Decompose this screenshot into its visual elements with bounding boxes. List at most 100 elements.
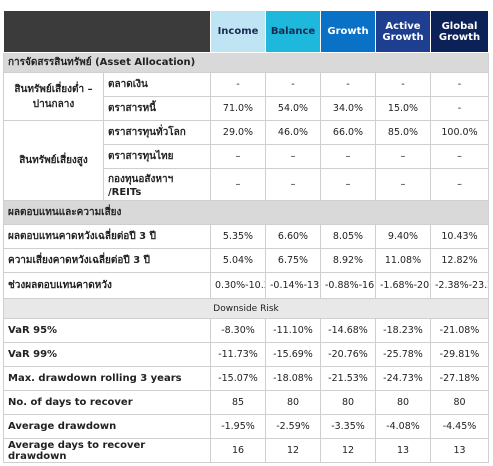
- value-cell: 85: [210, 390, 266, 415]
- value-cell: -1.68%-20.48%: [375, 272, 431, 299]
- value-cell: -0.88%-16.97%: [320, 272, 376, 299]
- header-blank: [3, 10, 211, 53]
- value-cell: 9.40%: [375, 224, 431, 249]
- table-row: VaR 99% -11.73% -15.69% -20.76% -25.78% -29.8…: [3, 342, 489, 367]
- value-cell: -18.23%: [375, 318, 431, 343]
- value-cell: 13: [430, 438, 489, 463]
- value-cell: -8.30%: [210, 318, 266, 343]
- value-cell: -15.07%: [210, 366, 266, 391]
- table-row: No. of days to recover 85 80 80 80 80: [3, 390, 489, 415]
- value-cell: 12.82%: [430, 248, 489, 273]
- value-cell: -0.14%-13.35%: [265, 272, 321, 299]
- value-cell: –: [375, 168, 431, 201]
- row-label: Average days to recover drawdown: [3, 438, 211, 463]
- value-cell: 8.05%: [320, 224, 376, 249]
- column-header: Global Growth: [430, 10, 489, 53]
- value-cell: –: [210, 168, 266, 201]
- value-cell: –: [265, 144, 321, 169]
- value-cell: 6.60%: [265, 224, 321, 249]
- section-title: Downside Risk: [3, 298, 489, 319]
- value-cell: –: [265, 168, 321, 201]
- table-row: ช่วงผลตอบแทนคาดหวัง0.30%-10.39%-0.14%-13…: [3, 272, 489, 299]
- table-row: สินทรัพย์เสี่ยงต่ำ –ปานกลาง ตลาดเงิน - - - - -: [3, 72, 489, 121]
- value-cell: –: [320, 144, 376, 169]
- value-cell: 0.30%-10.39%: [210, 272, 266, 299]
- allocation-table: Income Balance Growth Active Growth Global G…: [3, 10, 489, 463]
- value-cell: 80: [265, 390, 321, 415]
- row-label: VaR 99%: [3, 342, 211, 367]
- value-cell: 80: [430, 390, 489, 415]
- value-cell: -11.10%: [265, 318, 321, 343]
- value-cell: –: [320, 168, 376, 201]
- column-header: Income: [210, 10, 266, 53]
- value-cell: -2.38%-23.25%: [430, 272, 489, 299]
- value-cell: 71.0%: [210, 96, 266, 121]
- value-cell: -29.81%: [430, 342, 489, 367]
- row-label: ตราสารหนี้: [103, 96, 211, 121]
- row-label: ตราสารทุนไทย: [103, 144, 211, 169]
- value-cell: -: [375, 72, 431, 97]
- table-row: ผลตอบแทนและความเสี่ยง: [3, 200, 489, 225]
- row-label: กองทุนอสังหาฯ /REITs: [103, 168, 211, 201]
- value-cell: 66.0%: [320, 120, 376, 145]
- group-label: สินทรัพย์เสี่ยงต่ำ –ปานกลาง: [3, 72, 104, 121]
- value-cell: -21.08%: [430, 318, 489, 343]
- row-label: ตราสารทุนทั่วโลก: [103, 120, 211, 145]
- value-cell: 11.08%: [375, 248, 431, 273]
- value-cell: 80: [320, 390, 376, 415]
- value-cell: 13: [375, 438, 431, 463]
- table-row: Average drawdown -1.95% -2.59% -3.35% -4.08%…: [3, 414, 489, 439]
- value-cell: 12: [265, 438, 321, 463]
- value-cell: -21.53%: [320, 366, 376, 391]
- value-cell: –: [430, 144, 489, 169]
- row-label: ผลตอบแทนคาดหวังเฉลี่ยต่อปี 3 ปี: [3, 224, 211, 249]
- value-cell: 12: [320, 438, 376, 463]
- value-cell: -: [430, 72, 489, 97]
- row-label: VaR 95%: [3, 318, 211, 343]
- value-cell: -4.45%: [430, 414, 489, 439]
- value-cell: -3.35%: [320, 414, 376, 439]
- column-header: Growth: [320, 10, 376, 53]
- table-body: Income Balance Growth Active Growth Global G…: [3, 10, 489, 463]
- table-row: ความเสี่ยงคาดหวังเฉลี่ยต่อปี 3 ปี 5.04% 6.…: [3, 248, 489, 273]
- row-label: ความเสี่ยงคาดหวังเฉลี่ยต่อปี 3 ปี: [3, 248, 211, 273]
- value-cell: –: [430, 168, 489, 201]
- value-cell: -27.18%: [430, 366, 489, 391]
- table-row: ผลตอบแทนคาดหวังเฉลี่ยต่อปี 3 ปี 5.35% 6.60…: [3, 224, 489, 249]
- value-cell: 85.0%: [375, 120, 431, 145]
- group-label: สินทรัพย์เสี่ยงสูง: [3, 120, 104, 201]
- value-cell: 29.0%: [210, 120, 266, 145]
- value-cell: 5.04%: [210, 248, 266, 273]
- table-row: VaR 95% -8.30% -11.10% -14.68% -18.23% -21.08…: [3, 318, 489, 343]
- value-cell: -15.69%: [265, 342, 321, 367]
- value-cell: 80: [375, 390, 431, 415]
- section-title: ผลตอบแทนและความเสี่ยง: [3, 200, 489, 225]
- table-row: สินทรัพย์เสี่ยงสูง ตราสารทุนทั่วโลก 29.0% 4…: [3, 120, 489, 201]
- value-cell: -1.95%: [210, 414, 266, 439]
- value-cell: -4.08%: [375, 414, 431, 439]
- value-cell: 34.0%: [320, 96, 376, 121]
- row-label: Average drawdown: [3, 414, 211, 439]
- value-cell: -18.08%: [265, 366, 321, 391]
- value-cell: 8.92%: [320, 248, 376, 273]
- value-cell: -: [210, 72, 266, 97]
- table-row: ตราสารหนี้ 71.0% 54.0% 34.0% 15.0% -: [4, 96, 489, 121]
- row-label: ช่วงผลตอบแทนคาดหวัง: [3, 272, 211, 299]
- value-cell: -20.76%: [320, 342, 376, 367]
- value-cell: 6.75%: [265, 248, 321, 273]
- value-cell: –: [375, 144, 431, 169]
- column-header: Balance: [265, 10, 321, 53]
- value-cell: 10.43%: [430, 224, 489, 249]
- row-label: Max. drawdown rolling 3 years: [3, 366, 211, 391]
- column-header: Active Growth: [375, 10, 431, 53]
- value-cell: –: [210, 144, 266, 169]
- value-cell: 46.0%: [265, 120, 321, 145]
- table-row: Downside Risk: [3, 298, 489, 319]
- value-cell: -14.68%: [320, 318, 376, 343]
- section-title: การจัดสรรสินทรัพย์ (Asset Allocation): [3, 52, 489, 73]
- value-cell: 5.35%: [210, 224, 266, 249]
- table-row: กองทุนอสังหาฯ /REITs – – – – –: [4, 168, 489, 201]
- row-label: No. of days to recover: [3, 390, 211, 415]
- table-row: Average days to recover drawdown 16 12 12 13…: [3, 438, 489, 463]
